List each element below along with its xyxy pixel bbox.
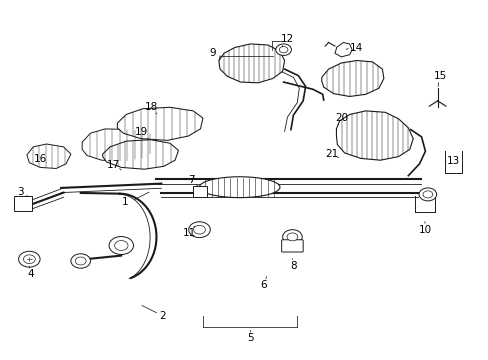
Polygon shape [102, 140, 178, 169]
FancyBboxPatch shape [14, 196, 32, 211]
Polygon shape [321, 60, 383, 96]
Text: 6: 6 [260, 280, 267, 290]
Polygon shape [334, 42, 351, 57]
Text: 18: 18 [144, 102, 158, 112]
Text: 14: 14 [348, 42, 362, 53]
Polygon shape [27, 144, 71, 168]
Ellipse shape [279, 46, 287, 53]
Ellipse shape [188, 222, 210, 238]
Text: 17: 17 [106, 160, 120, 170]
Ellipse shape [75, 257, 86, 265]
Text: 5: 5 [246, 333, 253, 343]
Text: 4: 4 [27, 269, 34, 279]
Text: 19: 19 [135, 127, 148, 138]
Ellipse shape [275, 44, 291, 55]
Ellipse shape [193, 225, 205, 234]
Ellipse shape [23, 255, 35, 264]
Polygon shape [219, 44, 284, 83]
Ellipse shape [109, 237, 133, 255]
Ellipse shape [71, 254, 90, 268]
Text: 9: 9 [209, 48, 216, 58]
Ellipse shape [418, 188, 436, 201]
Ellipse shape [422, 191, 432, 198]
Text: 21: 21 [324, 149, 338, 159]
Text: 8: 8 [289, 261, 296, 271]
Text: 3: 3 [17, 186, 24, 197]
Text: 2: 2 [159, 311, 165, 321]
Text: 16: 16 [33, 154, 47, 164]
Text: 1: 1 [121, 197, 128, 207]
Polygon shape [117, 107, 203, 140]
Ellipse shape [114, 240, 128, 251]
FancyBboxPatch shape [281, 240, 303, 252]
FancyBboxPatch shape [193, 186, 206, 197]
Text: 11: 11 [183, 228, 196, 238]
Polygon shape [336, 111, 412, 160]
Polygon shape [82, 129, 157, 161]
Text: 10: 10 [418, 225, 431, 235]
Text: 12: 12 [280, 34, 294, 44]
Ellipse shape [199, 177, 279, 198]
Ellipse shape [19, 251, 40, 267]
Text: 20: 20 [334, 113, 347, 123]
Text: 7: 7 [188, 175, 195, 185]
Ellipse shape [282, 230, 302, 244]
Text: 15: 15 [432, 71, 446, 81]
Ellipse shape [286, 233, 297, 241]
Text: 13: 13 [446, 156, 460, 166]
